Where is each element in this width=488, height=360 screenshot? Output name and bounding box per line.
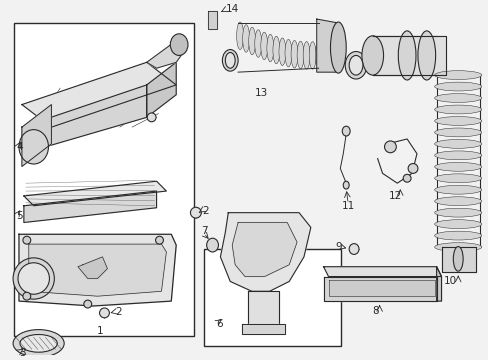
Ellipse shape	[361, 36, 383, 75]
Polygon shape	[316, 19, 338, 72]
Ellipse shape	[434, 208, 481, 217]
Ellipse shape	[242, 25, 249, 52]
Text: 6: 6	[216, 319, 223, 329]
Ellipse shape	[23, 292, 31, 300]
Ellipse shape	[397, 31, 415, 80]
Ellipse shape	[417, 31, 435, 80]
Polygon shape	[146, 62, 176, 117]
Polygon shape	[78, 257, 107, 279]
Ellipse shape	[290, 40, 297, 68]
Polygon shape	[22, 62, 176, 127]
Ellipse shape	[434, 71, 481, 80]
Text: 4: 4	[16, 142, 22, 152]
Polygon shape	[146, 41, 185, 68]
Ellipse shape	[434, 151, 481, 160]
Polygon shape	[207, 11, 217, 29]
Ellipse shape	[100, 308, 109, 318]
Polygon shape	[220, 213, 310, 291]
Polygon shape	[372, 36, 446, 75]
Text: 2: 2	[115, 307, 122, 317]
Text: 2: 2	[203, 206, 209, 216]
Ellipse shape	[206, 238, 218, 252]
Text: 7: 7	[201, 226, 207, 236]
Text: 12: 12	[388, 191, 401, 201]
Text: 10: 10	[443, 276, 456, 287]
Ellipse shape	[434, 174, 481, 183]
Ellipse shape	[343, 181, 348, 189]
Polygon shape	[328, 280, 434, 296]
Ellipse shape	[248, 27, 255, 55]
Ellipse shape	[13, 330, 64, 357]
Text: 13: 13	[255, 88, 268, 98]
Ellipse shape	[303, 42, 309, 69]
Text: 11: 11	[341, 201, 354, 211]
Ellipse shape	[260, 32, 267, 60]
Ellipse shape	[434, 82, 481, 91]
Ellipse shape	[348, 244, 358, 255]
Ellipse shape	[20, 334, 57, 352]
Ellipse shape	[147, 113, 156, 122]
Polygon shape	[232, 222, 297, 276]
Ellipse shape	[155, 236, 163, 244]
Polygon shape	[19, 234, 176, 306]
Ellipse shape	[19, 130, 48, 164]
Ellipse shape	[272, 36, 279, 64]
Ellipse shape	[342, 126, 349, 136]
Ellipse shape	[23, 236, 31, 244]
Polygon shape	[22, 85, 146, 154]
Polygon shape	[436, 267, 441, 301]
Bar	[14, 23, 194, 336]
Text: 9: 9	[335, 242, 341, 252]
Polygon shape	[247, 291, 279, 326]
Ellipse shape	[83, 300, 92, 308]
Ellipse shape	[434, 162, 481, 171]
Ellipse shape	[308, 42, 315, 69]
Ellipse shape	[434, 185, 481, 194]
Polygon shape	[323, 267, 441, 276]
Ellipse shape	[18, 263, 49, 294]
Bar	[203, 249, 340, 346]
Ellipse shape	[13, 258, 54, 299]
Ellipse shape	[345, 51, 366, 79]
Ellipse shape	[434, 117, 481, 125]
Text: 5: 5	[16, 211, 22, 221]
Polygon shape	[29, 244, 166, 296]
Text: 3: 3	[19, 348, 25, 358]
Ellipse shape	[384, 141, 395, 153]
Polygon shape	[441, 247, 475, 272]
Ellipse shape	[348, 55, 362, 75]
Text: 14: 14	[225, 4, 238, 14]
Ellipse shape	[434, 197, 481, 206]
Ellipse shape	[434, 231, 481, 240]
Polygon shape	[24, 191, 156, 222]
Ellipse shape	[434, 105, 481, 114]
Ellipse shape	[407, 163, 417, 174]
Ellipse shape	[297, 41, 304, 69]
Ellipse shape	[266, 34, 273, 62]
Polygon shape	[242, 324, 285, 333]
Ellipse shape	[434, 220, 481, 229]
Ellipse shape	[190, 207, 201, 218]
Text: 1: 1	[97, 325, 103, 336]
Ellipse shape	[330, 22, 346, 73]
Ellipse shape	[225, 53, 235, 68]
Ellipse shape	[434, 243, 481, 252]
Ellipse shape	[170, 34, 187, 55]
Ellipse shape	[278, 38, 285, 66]
Ellipse shape	[315, 41, 322, 69]
Ellipse shape	[452, 247, 462, 271]
Ellipse shape	[236, 22, 243, 50]
Ellipse shape	[434, 139, 481, 148]
Ellipse shape	[254, 30, 261, 57]
Ellipse shape	[434, 128, 481, 137]
Ellipse shape	[434, 94, 481, 103]
Ellipse shape	[222, 50, 238, 71]
Text: 8: 8	[372, 306, 378, 316]
Ellipse shape	[285, 39, 291, 67]
Polygon shape	[24, 181, 166, 206]
Ellipse shape	[403, 174, 410, 182]
Polygon shape	[323, 276, 436, 301]
Polygon shape	[22, 104, 51, 166]
